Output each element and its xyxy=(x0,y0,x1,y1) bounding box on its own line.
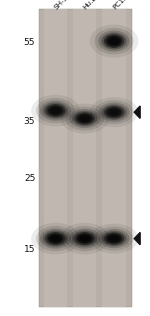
Ellipse shape xyxy=(109,37,119,45)
Ellipse shape xyxy=(90,25,138,58)
Ellipse shape xyxy=(98,103,130,122)
Ellipse shape xyxy=(45,104,66,117)
Ellipse shape xyxy=(109,235,119,242)
Ellipse shape xyxy=(43,230,68,247)
Ellipse shape xyxy=(75,232,95,245)
Text: 25: 25 xyxy=(24,174,35,183)
Ellipse shape xyxy=(77,114,93,123)
Ellipse shape xyxy=(90,97,138,127)
Ellipse shape xyxy=(65,226,104,251)
Ellipse shape xyxy=(65,106,104,131)
Ellipse shape xyxy=(48,234,63,244)
Ellipse shape xyxy=(94,100,134,124)
Ellipse shape xyxy=(101,33,127,50)
Ellipse shape xyxy=(79,235,90,242)
Ellipse shape xyxy=(40,228,71,249)
Ellipse shape xyxy=(43,102,68,119)
Bar xyxy=(44,9,67,307)
Ellipse shape xyxy=(101,104,127,120)
Ellipse shape xyxy=(72,230,98,247)
Ellipse shape xyxy=(94,227,134,251)
Text: Hu.brain: Hu.brain xyxy=(82,0,108,11)
Ellipse shape xyxy=(98,30,130,52)
Ellipse shape xyxy=(106,36,122,46)
Ellipse shape xyxy=(36,98,75,123)
Ellipse shape xyxy=(109,109,119,115)
Text: 15: 15 xyxy=(24,245,35,254)
Ellipse shape xyxy=(101,231,127,246)
Ellipse shape xyxy=(40,100,71,121)
Ellipse shape xyxy=(69,228,100,249)
Bar xyxy=(39,9,132,307)
Ellipse shape xyxy=(48,106,63,116)
Ellipse shape xyxy=(31,95,80,126)
Ellipse shape xyxy=(50,107,61,114)
Ellipse shape xyxy=(90,224,138,253)
Polygon shape xyxy=(134,232,140,245)
Text: 35: 35 xyxy=(24,117,35,126)
Ellipse shape xyxy=(79,115,90,122)
Ellipse shape xyxy=(106,107,122,117)
Bar xyxy=(73,9,96,307)
Ellipse shape xyxy=(104,34,124,48)
Polygon shape xyxy=(134,106,140,118)
Ellipse shape xyxy=(75,112,95,125)
Ellipse shape xyxy=(31,223,80,254)
Ellipse shape xyxy=(77,234,93,244)
Ellipse shape xyxy=(104,232,124,245)
Ellipse shape xyxy=(36,226,75,251)
Bar xyxy=(102,9,126,307)
Ellipse shape xyxy=(72,111,98,126)
Ellipse shape xyxy=(104,106,124,118)
Ellipse shape xyxy=(98,229,130,248)
Ellipse shape xyxy=(60,223,109,254)
Text: PC12: PC12 xyxy=(111,0,129,11)
Ellipse shape xyxy=(45,232,66,245)
Ellipse shape xyxy=(60,104,109,133)
Ellipse shape xyxy=(106,234,122,243)
Text: SH-SY5Y: SH-SY5Y xyxy=(53,0,79,11)
Ellipse shape xyxy=(69,109,100,128)
Ellipse shape xyxy=(50,235,61,242)
Text: 55: 55 xyxy=(24,38,35,47)
Ellipse shape xyxy=(94,28,134,54)
